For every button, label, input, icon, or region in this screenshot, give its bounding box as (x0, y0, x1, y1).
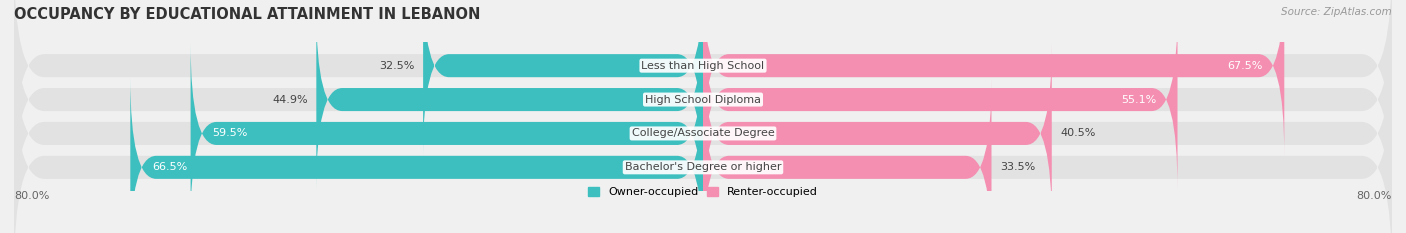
FancyBboxPatch shape (191, 43, 703, 224)
Text: High School Diploma: High School Diploma (645, 95, 761, 105)
FancyBboxPatch shape (703, 43, 1052, 224)
FancyBboxPatch shape (14, 60, 1392, 233)
Text: Bachelor's Degree or higher: Bachelor's Degree or higher (624, 162, 782, 172)
Text: Less than High School: Less than High School (641, 61, 765, 71)
Text: 80.0%: 80.0% (1357, 191, 1392, 201)
Text: 59.5%: 59.5% (212, 128, 247, 138)
FancyBboxPatch shape (14, 26, 1392, 233)
FancyBboxPatch shape (131, 77, 703, 233)
Text: OCCUPANCY BY EDUCATIONAL ATTAINMENT IN LEBANON: OCCUPANCY BY EDUCATIONAL ATTAINMENT IN L… (14, 7, 481, 22)
Text: 66.5%: 66.5% (152, 162, 187, 172)
Text: 80.0%: 80.0% (14, 191, 49, 201)
FancyBboxPatch shape (423, 0, 703, 156)
Legend: Owner-occupied, Renter-occupied: Owner-occupied, Renter-occupied (588, 187, 818, 197)
Text: 40.5%: 40.5% (1060, 128, 1095, 138)
Text: 33.5%: 33.5% (1000, 162, 1035, 172)
Text: 32.5%: 32.5% (380, 61, 415, 71)
FancyBboxPatch shape (316, 9, 703, 190)
FancyBboxPatch shape (703, 77, 991, 233)
Text: College/Associate Degree: College/Associate Degree (631, 128, 775, 138)
FancyBboxPatch shape (14, 0, 1392, 173)
Text: 55.1%: 55.1% (1121, 95, 1156, 105)
Text: 44.9%: 44.9% (273, 95, 308, 105)
Text: 67.5%: 67.5% (1227, 61, 1263, 71)
FancyBboxPatch shape (14, 0, 1392, 207)
FancyBboxPatch shape (703, 9, 1177, 190)
FancyBboxPatch shape (703, 0, 1284, 156)
Text: Source: ZipAtlas.com: Source: ZipAtlas.com (1281, 7, 1392, 17)
